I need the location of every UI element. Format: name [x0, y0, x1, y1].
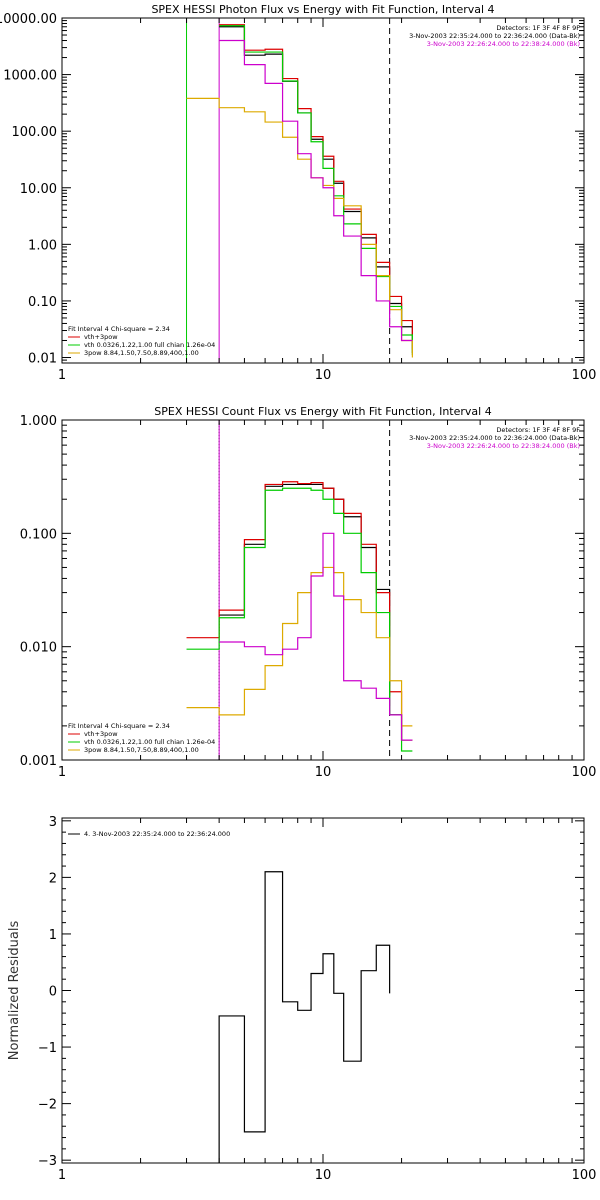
y-axis-label-3: Normalized Residuals — [7, 921, 22, 1061]
plot-frame-3 — [61, 817, 585, 1164]
x-tick-label-1-0: 1 — [58, 368, 66, 383]
series-vth-1 — [219, 25, 413, 356]
y-tick-label-1-6: 0.01 — [28, 352, 57, 367]
y-tick-label-1-2: 100.00 — [12, 125, 58, 140]
legend-entry-2-0: Fit Interval 4 Chi-square = 2.34 — [68, 722, 170, 730]
info-line-2-2: 3-Nov-2003 22:26:24.000 to 22:38:24.000 … — [427, 442, 580, 450]
x-tick-label-3-0: 1 — [58, 1168, 66, 1183]
y-tick-label-2-1: 0.100 — [20, 527, 57, 542]
info-line-1-0: Detectors: 1F 3F 4F 8F 9F — [496, 24, 580, 32]
series-residuals-3 — [218, 871, 391, 1163]
info-line-1-1: 3-Nov-2003 22:35:24.000 to 22:36:24.000 … — [409, 32, 580, 40]
x-tick-label-1-2: 100 — [572, 368, 597, 383]
plot-frame-2 — [61, 419, 585, 761]
legend-entry-2-1: vth+3pow — [84, 730, 118, 738]
series-data-1 — [219, 26, 413, 354]
y-tick-label-3-1: 2 — [49, 871, 57, 886]
chart-panel-1: SPEX HESSI Photon Flux vs Energy with Fi… — [0, 3, 596, 383]
legend-entry-1-3: 3pow 8.84,1.50,7.50,8.89,400,1.00 — [84, 349, 199, 357]
x-tick-label-3-1: 10 — [315, 1168, 332, 1183]
y-tick-label-1-4: 1.00 — [28, 238, 57, 253]
info-line-2-1: 3-Nov-2003 22:35:24.000 to 22:36:24.000 … — [409, 434, 580, 442]
y-tick-label-3-4: −1 — [38, 1041, 57, 1056]
x-tick-label-3-2: 100 — [572, 1168, 597, 1183]
series-bk-2 — [219, 532, 413, 741]
chart-title-1: SPEX HESSI Photon Flux vs Energy with Fi… — [151, 3, 494, 16]
y-tick-label-3-0: 3 — [49, 815, 57, 830]
x-tick-label-1-1: 10 — [315, 368, 332, 383]
y-tick-label-1-5: 0.10 — [28, 295, 57, 310]
x-tick-label-2-2: 100 — [572, 765, 597, 780]
series-3pow-1 — [186, 97, 413, 358]
series-vth-2 — [186, 487, 413, 752]
y-tick-label-3-6: −3 — [38, 1154, 57, 1169]
legend-entry-2-2: vth 0.0326,1.22,1.00 full chian 1.26e-04 — [84, 738, 215, 746]
chart-title-2: SPEX HESSI Count Flux vs Energy with Fit… — [154, 405, 491, 418]
legend-entry-1-2: vth 0.0326,1.22,1.00 full chian 1.26e-04 — [84, 341, 215, 349]
y-tick-label-1-0: 10000.00 — [0, 12, 57, 27]
legend-entry-3-0: 4. 3-Nov-2003 22:35:24.000 to 22:36:24.0… — [84, 830, 230, 838]
y-tick-label-2-0: 1.000 — [20, 414, 57, 429]
series-bk-1 — [219, 39, 413, 342]
series-3pow-2 — [186, 566, 413, 727]
x-tick-label-2-1: 10 — [315, 765, 332, 780]
series-vth+3pow-2 — [186, 481, 413, 741]
x-tick-label-2-0: 1 — [58, 765, 66, 780]
legend-entry-1-0: Fit Interval 4 Chi-square = 2.34 — [68, 325, 170, 333]
y-tick-label-3-5: −2 — [38, 1098, 57, 1113]
y-tick-label-1-1: 1000.00 — [3, 69, 57, 84]
plot-frame-1 — [61, 17, 585, 364]
legend-entry-2-3: 3pow 8.84,1.50,7.50,8.89,400,1.00 — [84, 746, 199, 754]
y-tick-label-2-2: 0.010 — [20, 641, 57, 656]
y-tick-label-1-3: 10.00 — [20, 182, 57, 197]
y-tick-label-2-3: 0.001 — [20, 754, 57, 769]
info-line-1-2: 3-Nov-2003 22:26:24.000 to 22:38:24.000 … — [427, 40, 580, 48]
legend-entry-1-1: vth+3pow — [84, 333, 118, 341]
y-tick-label-3-2: 1 — [49, 928, 57, 943]
info-line-2-0: Detectors: 1F 3F 4F 8F 9F — [496, 426, 580, 434]
y-tick-label-3-3: 0 — [49, 985, 57, 1000]
chart-panel-2: SPEX HESSI Count Flux vs Energy with Fit… — [20, 405, 597, 780]
